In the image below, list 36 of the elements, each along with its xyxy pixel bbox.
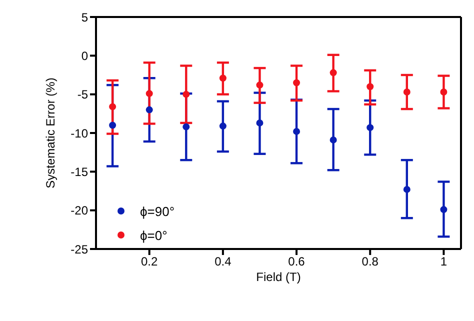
x-tick-label: 0.8 bbox=[362, 254, 379, 269]
point bbox=[440, 206, 448, 214]
point bbox=[109, 122, 116, 129]
legend-label: ϕ=0° bbox=[140, 228, 168, 242]
x-tick-label: 0.4 bbox=[214, 254, 232, 269]
point bbox=[146, 90, 153, 98]
point bbox=[440, 88, 448, 96]
point bbox=[256, 82, 264, 89]
point bbox=[182, 123, 190, 130]
point bbox=[403, 186, 410, 193]
y-tick-label: -10 bbox=[70, 126, 88, 140]
x-axis-title: Field (T) bbox=[256, 270, 301, 284]
point bbox=[146, 106, 153, 114]
y-tick-label: -15 bbox=[70, 164, 88, 179]
y-tick-label: 5 bbox=[81, 10, 88, 24]
point bbox=[330, 69, 337, 76]
point bbox=[256, 119, 264, 126]
legend-label: ϕ=90° bbox=[140, 204, 175, 218]
point bbox=[403, 88, 410, 96]
point bbox=[293, 128, 300, 135]
point bbox=[366, 83, 374, 90]
point bbox=[366, 124, 374, 132]
y-tick-label: -25 bbox=[70, 242, 88, 256]
point bbox=[330, 136, 337, 144]
x-tick-label: 1 bbox=[440, 254, 448, 269]
point bbox=[219, 122, 226, 130]
y-tick-label: -5 bbox=[77, 88, 88, 102]
y-axis-title: Systematic Error (%) bbox=[43, 78, 58, 188]
point bbox=[182, 90, 190, 98]
x-tick-label: 0.6 bbox=[288, 254, 306, 269]
y-tick-label: -20 bbox=[70, 204, 88, 218]
y-tick-label: 0 bbox=[81, 48, 88, 63]
point bbox=[109, 103, 116, 110]
point bbox=[219, 74, 226, 82]
point bbox=[293, 79, 300, 86]
x-tick-label: 0.2 bbox=[141, 254, 158, 269]
